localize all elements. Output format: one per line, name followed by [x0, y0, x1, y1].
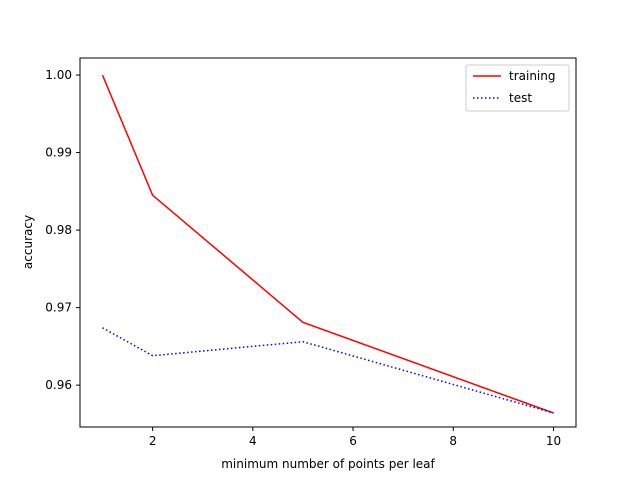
- data-point-training: [102, 74, 104, 76]
- x-tick-label: 8: [449, 434, 457, 448]
- legend: training test: [465, 64, 570, 112]
- data-point-training: [302, 322, 304, 324]
- series-layer: [101, 74, 555, 414]
- data-point-test: [553, 412, 555, 414]
- x-axis-label: minimum number of points per leaf: [221, 457, 435, 471]
- legend-label-training: training: [509, 69, 556, 83]
- legend-label-test: test: [509, 91, 532, 105]
- x-tick-label: 10: [546, 434, 561, 448]
- y-tick-label: 1.00: [45, 68, 72, 82]
- plot-frame: [79, 57, 577, 428]
- y-tick-label: 0.97: [45, 301, 72, 315]
- y-axis-label: accuracy: [21, 215, 35, 269]
- data-point-test: [302, 341, 304, 343]
- y-tick-label: 0.99: [45, 146, 72, 160]
- series-line-training: [101, 74, 554, 414]
- y-tick-label: 0.98: [45, 223, 72, 237]
- y-tick-label: 0.96: [45, 378, 72, 392]
- x-tick-label: 4: [249, 434, 257, 448]
- data-point-test: [152, 355, 154, 357]
- series-line-test: [102, 327, 554, 414]
- data-point-training: [152, 194, 154, 196]
- x-tick-label: 2: [149, 434, 157, 448]
- data-point-test: [102, 327, 104, 329]
- ticks-layer: 2 4 6 8 10 0.96 0.97 0.98 0.99 1.00: [45, 68, 561, 448]
- x-tick-label: 6: [349, 434, 357, 448]
